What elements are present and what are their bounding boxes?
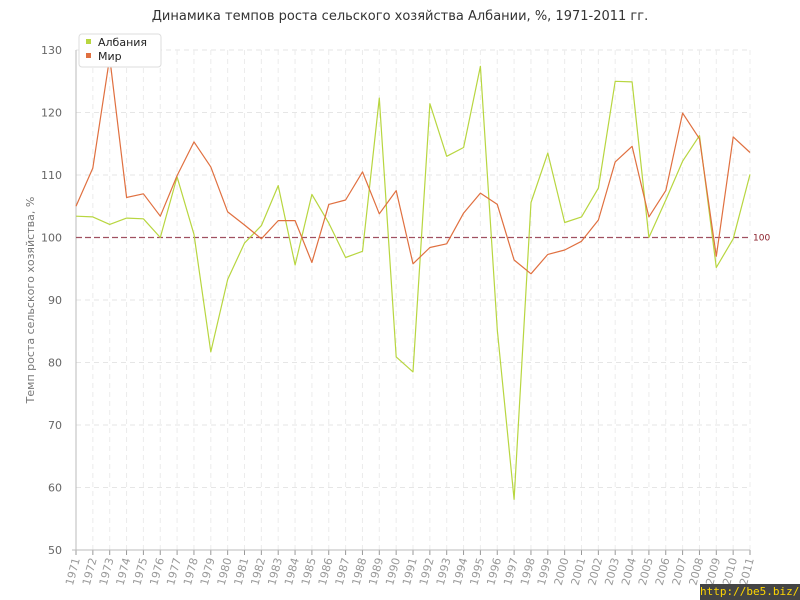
legend-marker-world bbox=[86, 53, 91, 58]
y-tick-label: 110 bbox=[41, 169, 62, 182]
y-tick-label: 80 bbox=[48, 357, 62, 370]
grid-lines bbox=[75, 49, 751, 550]
y-tick-label: 120 bbox=[41, 107, 62, 120]
x-tick-labels: 1971197219731974197519761977197819791980… bbox=[63, 556, 757, 586]
y-tick-label: 100 bbox=[41, 232, 62, 245]
series-line-albania bbox=[75, 65, 751, 500]
watermark-link[interactable]: http://be5.biz/ bbox=[700, 584, 800, 600]
x-tick-label: 2011 bbox=[737, 556, 757, 586]
y-tick-labels: 50 60 70 80 90 100 110 120 130 bbox=[41, 44, 62, 557]
series-line-world bbox=[75, 56, 751, 275]
legend-label-albania: Албания bbox=[98, 36, 147, 49]
legend: Албания Мир bbox=[78, 33, 162, 68]
legend-label-world: Мир bbox=[98, 50, 122, 63]
y-tick-label: 50 bbox=[48, 544, 62, 557]
y-axis-title: Темп роста сельского хозяйства, % bbox=[24, 197, 37, 405]
y-tick-label: 60 bbox=[48, 482, 62, 495]
legend-box bbox=[78, 33, 162, 68]
y-tick-label: 70 bbox=[48, 419, 62, 432]
reference-line-group: 100 bbox=[76, 234, 770, 244]
y-tick-label: 130 bbox=[41, 44, 62, 57]
series-group bbox=[75, 56, 751, 500]
axes bbox=[72, 50, 751, 555]
y-tick-label: 90 bbox=[48, 294, 62, 307]
reference-line-label: 100 bbox=[753, 234, 770, 244]
chart-title: Динамика темпов роста сельского хозяйств… bbox=[151, 9, 649, 24]
legend-marker-albania bbox=[86, 39, 91, 44]
